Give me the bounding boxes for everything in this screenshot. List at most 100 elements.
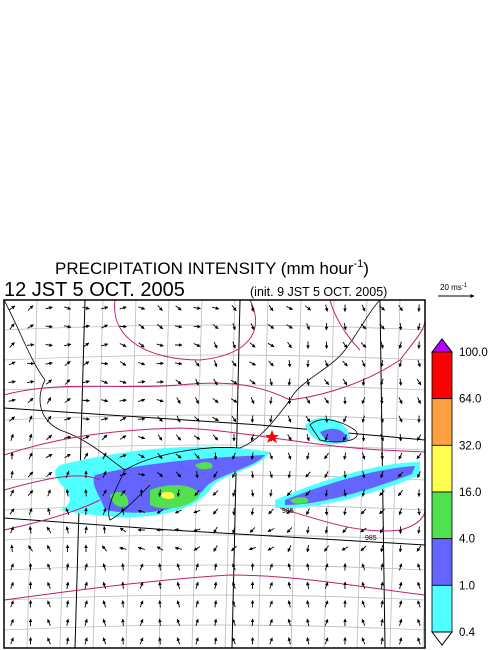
wind-arrow <box>64 379 71 385</box>
wind-arrow <box>138 342 145 348</box>
wind-arrow <box>121 600 125 608</box>
wind-arrow <box>194 453 200 459</box>
wind-arrow <box>28 526 33 534</box>
wind-arrow <box>10 600 14 608</box>
contour <box>4 499 101 531</box>
wind-arrow <box>286 305 293 311</box>
wind-arrow <box>8 305 16 311</box>
wind-arrow <box>46 379 52 385</box>
wind-arrow <box>65 470 70 478</box>
map-frame <box>3 299 426 649</box>
wind-arrow <box>8 361 16 366</box>
wind-arrow <box>46 397 52 404</box>
wind-arrow <box>417 618 421 626</box>
wind-arrow <box>84 618 88 626</box>
wind-arrow <box>28 415 33 423</box>
wind-arrow <box>158 563 162 571</box>
wind-arrow <box>286 324 293 329</box>
wind-arrow <box>82 361 90 366</box>
wind-arrow <box>175 379 182 385</box>
wind-arrow <box>361 618 366 626</box>
wind-arrow <box>380 471 384 479</box>
colorbar-label: 4.0 <box>459 534 475 546</box>
wind-arrow <box>193 546 201 551</box>
wind-arrow <box>417 322 421 331</box>
wind-arrow <box>28 507 33 515</box>
wind-arrow <box>64 398 71 403</box>
wind-arrow <box>398 508 403 516</box>
wind-arrow <box>398 433 403 442</box>
wind-arrow <box>324 434 329 442</box>
wind-arrow <box>45 453 53 459</box>
contour <box>114 300 256 361</box>
wind-arrow <box>174 509 182 514</box>
wind-arrow <box>324 471 329 479</box>
wind-arrow <box>157 323 164 330</box>
contour <box>329 300 361 351</box>
wind-arrow <box>174 324 183 329</box>
wind-arrow <box>232 600 236 608</box>
wind-arrow <box>8 380 16 384</box>
wind-arrow <box>101 545 108 552</box>
wind-arrow <box>398 452 403 460</box>
wind-arrow <box>47 489 51 497</box>
wind-arrow <box>305 471 311 478</box>
wind-arrow <box>269 600 273 608</box>
wind-arrow <box>10 489 14 497</box>
colorbar-over <box>430 338 454 353</box>
title-close: ) <box>363 259 369 278</box>
wind-arrow <box>232 323 236 331</box>
wind-arrow <box>45 324 53 329</box>
parallel <box>4 534 425 541</box>
wind-arrow <box>101 306 109 310</box>
wind-arrow <box>84 489 88 497</box>
wind-arrow <box>102 563 107 571</box>
wind-arrow <box>398 359 403 368</box>
wind-arrow <box>102 489 107 497</box>
wind-arrow <box>102 507 107 515</box>
wind-arrow <box>417 507 421 516</box>
wind-arrow <box>380 452 384 460</box>
wind-arrow <box>65 489 70 497</box>
wind-arrow <box>195 637 199 645</box>
precip-area <box>160 491 175 499</box>
wind-arrow <box>213 618 218 627</box>
wind-arrow <box>47 563 51 571</box>
wind-arrow <box>138 398 146 403</box>
wind-arrow <box>267 342 275 348</box>
colorbar-segment <box>431 444 453 493</box>
wind-arrow <box>119 454 127 458</box>
wind-arrow <box>45 306 53 310</box>
colorbar-label: 0.4 <box>459 627 476 639</box>
wind-arrow <box>249 342 256 348</box>
wind-arrow <box>361 637 366 645</box>
wind-arrow <box>84 637 88 645</box>
wind-arrow <box>176 397 181 404</box>
wind-arrow <box>287 618 292 627</box>
ref-exponent: -1 <box>462 283 468 289</box>
wind-arrow <box>212 323 219 330</box>
wind-arrow <box>10 544 14 553</box>
wind-arrow <box>100 398 109 403</box>
wind-arrow <box>102 470 107 478</box>
wind-arrow <box>156 546 164 551</box>
wind-arrow <box>84 526 88 534</box>
location-star <box>265 430 279 443</box>
wind-arrow <box>63 343 72 347</box>
wind-arrow <box>158 600 162 608</box>
wind-arrow <box>306 378 310 386</box>
wind-arrow <box>361 600 366 608</box>
colorbar-segment <box>431 491 453 540</box>
wind-arrow <box>343 415 347 423</box>
wind-arrow <box>361 489 366 497</box>
wind-arrow <box>304 305 312 311</box>
wind-arrow <box>361 452 366 460</box>
wind-arrow <box>47 581 51 589</box>
wind-arrow <box>65 637 70 645</box>
wind-arrow <box>139 600 144 608</box>
wind-arrow <box>137 546 145 551</box>
wind-arrow <box>287 341 292 349</box>
wind-arrow <box>27 324 34 329</box>
wind-arrow <box>305 415 311 423</box>
wind-arrow <box>286 527 293 533</box>
